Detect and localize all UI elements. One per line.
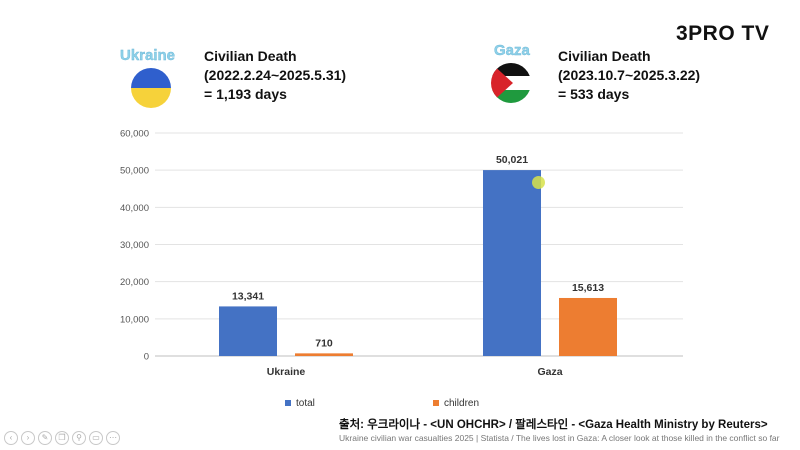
- y-tick-label: 30,000: [120, 240, 149, 251]
- source-detail: Ukraine civilian war casualties 2025 | S…: [339, 433, 780, 443]
- bar-total-ukraine: [219, 306, 277, 356]
- ukraine-days: = 1,193 days: [204, 86, 287, 102]
- edit-icon[interactable]: ✎: [38, 431, 52, 445]
- y-tick-label: 0: [144, 352, 149, 363]
- data-label: 13,341: [232, 290, 264, 302]
- legend-item-children: children: [433, 398, 479, 409]
- gaza-tag: Gaza: [494, 42, 530, 59]
- gaza-title: Civilian Death: [558, 48, 651, 64]
- y-tick-label: 10,000: [120, 314, 149, 325]
- caption-icon[interactable]: ▭: [89, 431, 103, 445]
- gaza-period: (2023.10.7~2025.3.22): [558, 67, 701, 83]
- zoom-icon[interactable]: ⚲: [72, 431, 86, 445]
- back-icon[interactable]: ‹: [4, 431, 18, 445]
- data-label: 710: [315, 337, 333, 349]
- y-tick-label: 40,000: [120, 203, 149, 214]
- bar-total-gaza: [483, 170, 541, 356]
- bar-children-ukraine: [295, 353, 353, 356]
- forward-icon[interactable]: ›: [21, 431, 35, 445]
- legend-label-children: children: [444, 398, 480, 409]
- source-credit: 출처: 우크라이나 - <UN OHCHR> / 팔레스타인 - <Gaza H…: [339, 419, 768, 431]
- data-label: 15,613: [572, 282, 604, 294]
- ukraine-title: Civilian Death: [204, 48, 297, 64]
- slideshow-toolbar: ‹ › ✎ ❐ ⚲ ▭ ⋯: [4, 431, 120, 445]
- pointer-highlight: [532, 176, 545, 189]
- bar-children-gaza: [559, 297, 617, 356]
- x-tick-label: Gaza: [537, 366, 562, 378]
- ukraine-tag: Ukraine: [120, 47, 176, 64]
- legend-swatch-total: [285, 400, 291, 407]
- y-tick-label: 60,000: [120, 129, 149, 140]
- y-tick-label: 50,000: [120, 166, 149, 177]
- ukraine-flag-icon: [131, 68, 171, 108]
- legend-label-total: total: [296, 398, 315, 409]
- legend-swatch-children: [433, 400, 439, 407]
- legend-item-total: total: [285, 398, 315, 409]
- data-label: 50,021: [496, 154, 528, 166]
- more-icon[interactable]: ⋯: [106, 431, 120, 445]
- channel-logo: 3PRO TV: [676, 22, 770, 45]
- y-tick-label: 20,000: [120, 277, 149, 288]
- palestine-flag-icon: [491, 63, 531, 103]
- copy-icon[interactable]: ❐: [55, 431, 69, 445]
- gaza-days: = 533 days: [558, 86, 630, 102]
- x-tick-label: Ukraine: [267, 366, 306, 378]
- ukraine-period: (2022.2.24~2025.5.31): [204, 67, 347, 83]
